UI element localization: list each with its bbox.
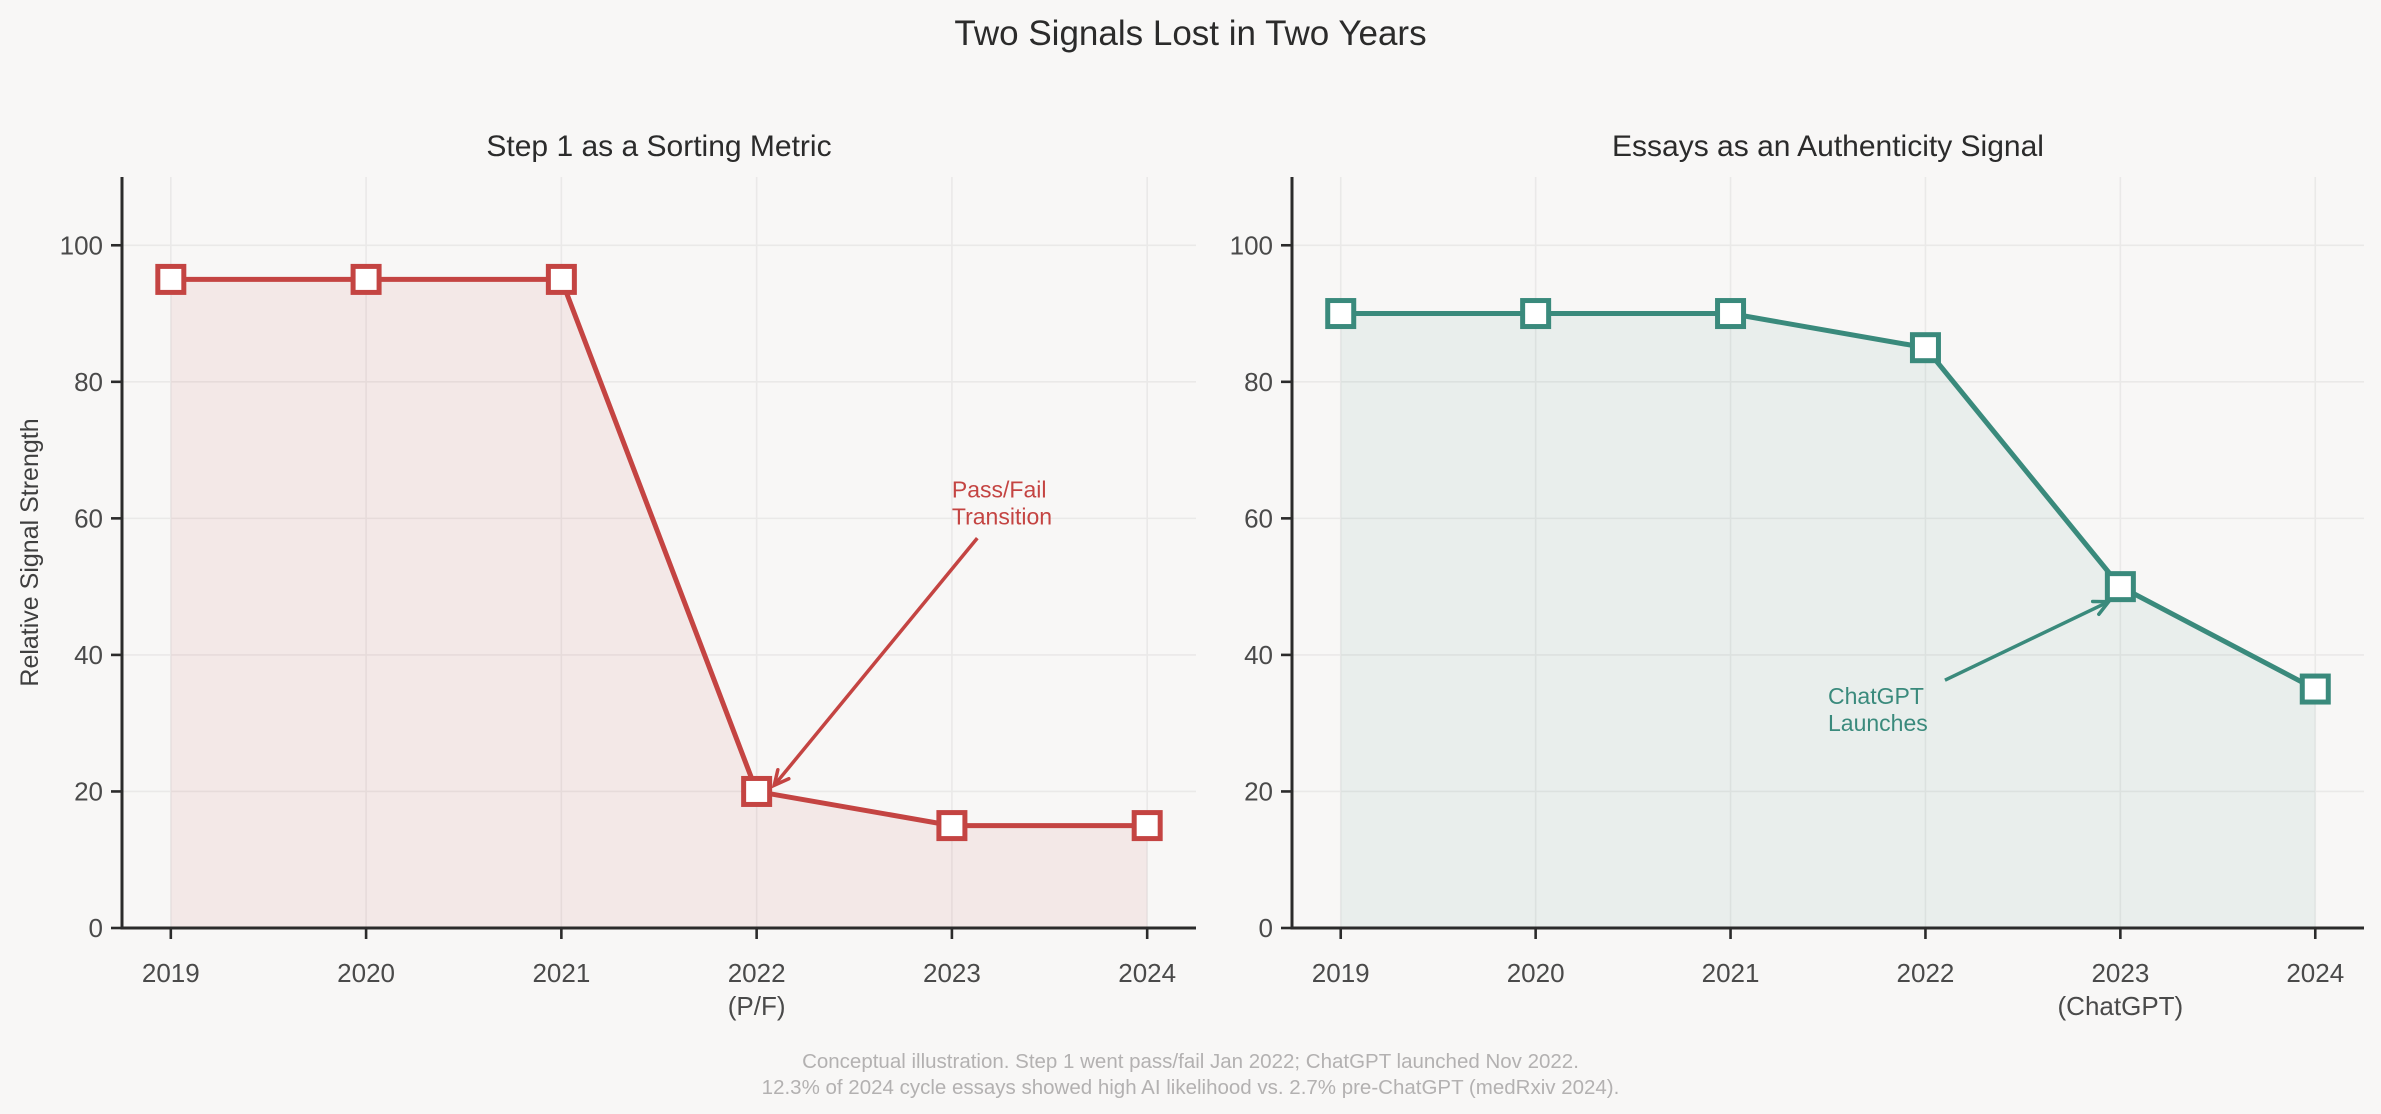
- y-tick-label: 20: [1244, 776, 1273, 806]
- y-tick-label: 100: [60, 230, 103, 260]
- x-tick-label: 2021: [1702, 958, 1760, 988]
- x-tick-label: 2020: [337, 958, 395, 988]
- step1-chart-line: [170, 276, 1148, 829]
- y-tick-label: 0: [1259, 913, 1273, 943]
- essays-chart-annotation-arrow: [1944, 600, 2110, 682]
- x-tick-label: 2024: [1118, 958, 1176, 988]
- essays-chart-annotation-text: Launches: [1828, 710, 1928, 736]
- y-tick-label: 60: [74, 503, 103, 533]
- x-tick-label: 2019: [1312, 958, 1370, 988]
- step1-chart-point-2022: [741, 775, 773, 807]
- essays-chart-annotation-text: ChatGPT: [1828, 683, 1924, 709]
- footer-caption-line1: Conceptual illustration. Step 1 went pas…: [802, 1050, 1579, 1073]
- y-tick-label: 20: [74, 776, 103, 806]
- step1-chart: 0 20 40 60 80 100 2019 2020 2021 2022(P/F) 2023 202…: [16, 177, 1196, 1021]
- step1-chart-annotation-text: Transition: [952, 504, 1052, 530]
- step1-chart-point-2020: [350, 263, 382, 295]
- essays-chart-point-2019: [1325, 298, 1357, 330]
- left-chart-title: Step 1 as a Sorting Metric: [486, 130, 832, 163]
- step1-chart-area-fill: [170, 279, 1148, 929]
- x-tick-label: 2020: [1507, 958, 1565, 988]
- step1-chart-annotation-arrow: [772, 537, 979, 787]
- step1-chart-point-2024: [1131, 810, 1163, 842]
- y-tick-label: 80: [1244, 367, 1273, 397]
- x-tick-sublabel: (P/F): [728, 991, 786, 1021]
- footer-caption-line2: 12.3% of 2024 cycle essays showed high A…: [761, 1076, 1620, 1099]
- x-tick-label: 2021: [532, 958, 590, 988]
- y-tick-label: 60: [1244, 503, 1273, 533]
- right-chart-title: Essays as an Authenticity Signal: [1612, 130, 2044, 163]
- y-axis-label: Relative Signal Strength: [16, 418, 44, 686]
- essays-chart-point-2023: [2104, 571, 2136, 603]
- x-tick-label: 2019: [142, 958, 200, 988]
- step1-chart-point-2023: [936, 810, 968, 842]
- x-tick-label: 2022: [1897, 958, 1955, 988]
- essays-chart-point-2024: [2299, 673, 2331, 705]
- essays-chart-point-2020: [1520, 298, 1552, 330]
- y-tick-label: 40: [74, 640, 103, 670]
- x-tick-sublabel: (ChatGPT): [2058, 991, 2184, 1021]
- essays-chart: 0 20 40 60 80 100 2019 2020 2021 2022 2023(ChatGPT…: [1230, 177, 2364, 1021]
- step1-chart-point-2021: [545, 263, 577, 295]
- x-tick-label: 2024: [2286, 958, 2344, 988]
- y-tick-label: 80: [74, 367, 103, 397]
- step1-chart-annotation-text: Pass/Fail: [952, 477, 1047, 503]
- y-tick-label: 0: [89, 913, 103, 943]
- essays-chart-area-fill: [1340, 313, 2316, 929]
- x-tick-label: 2023: [2091, 958, 2149, 988]
- y-tick-label: 40: [1244, 640, 1273, 670]
- essays-chart-point-2021: [1715, 298, 1747, 330]
- page-title: Two Signals Lost in Two Years: [954, 14, 1427, 53]
- step1-chart-annotation-arrowhead: [771, 767, 791, 789]
- step1-chart-point-2019: [155, 263, 187, 295]
- y-tick-label: 100: [1230, 230, 1273, 260]
- x-tick-label: 2023: [923, 958, 981, 988]
- essays-chart-point-2022: [1909, 332, 1941, 364]
- essays-chart-line: [1340, 311, 2317, 692]
- x-tick-label: 2022: [728, 958, 786, 988]
